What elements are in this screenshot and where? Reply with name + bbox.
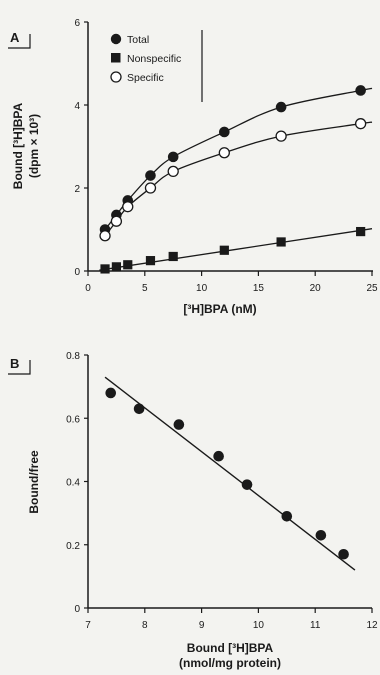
- nonspecific-point: [219, 245, 229, 255]
- total-point: [145, 170, 156, 181]
- panel-a-y-ticks: 0 2 4 6: [74, 18, 88, 278]
- scatchard-point: [338, 548, 349, 560]
- panel-b-y-ticks: 0 0.2 0.4 0.6 0.8: [66, 351, 88, 615]
- specific-point: [144, 182, 157, 194]
- panel-a-y-tick-label: 0: [74, 267, 80, 278]
- nonspecific-point: [111, 262, 121, 272]
- scatchard-point: [105, 387, 117, 399]
- panel-b-y-label: Bound/free: [27, 450, 41, 514]
- total-point: [275, 101, 287, 113]
- specific-point: [354, 118, 367, 130]
- panel-b-label-bracket: [8, 360, 31, 375]
- total-point: [355, 85, 366, 96]
- panel-b-y-tick-label: 0.8: [66, 351, 80, 362]
- nonspecific-point: [123, 260, 133, 270]
- panel-a-label: A: [10, 30, 20, 45]
- panel-a-y-tick-label: 6: [74, 18, 80, 29]
- panel-a-y-tick-label: 2: [74, 184, 80, 195]
- panel-b-x-tick-label: 12: [366, 620, 378, 631]
- legend-total-marker: [110, 33, 122, 45]
- scatchard-point: [281, 510, 293, 522]
- panel-a-x-tick-label: 20: [310, 283, 322, 294]
- specific-point: [218, 147, 230, 159]
- nonspecific-point: [356, 226, 366, 237]
- scatchard-point: [133, 403, 145, 415]
- legend-total-label: Total: [127, 34, 149, 46]
- total-point: [167, 151, 179, 163]
- legend-specific-marker: [110, 71, 122, 83]
- panel-a-x-tick-label: 10: [196, 283, 208, 294]
- panel-a-x-tick-label: 15: [253, 283, 265, 294]
- panel-a-x-label: [³H]BPA (nM): [183, 302, 256, 316]
- nonspecific-point: [276, 237, 286, 247]
- panel-a: A 0 2 4 6 0 5 10 15 20 25 Bound [³H]BPA (dpm × 1…: [8, 18, 378, 316]
- panel-a-y-tick-label: 4: [74, 101, 80, 112]
- panel-b-fit-line: [104, 376, 356, 571]
- panel-a-x-tick-label: 0: [85, 283, 91, 294]
- specific-point: [110, 215, 123, 227]
- panel-b-label: B: [10, 356, 19, 371]
- specific-fit-curve: [101, 121, 373, 240]
- specific-point: [99, 230, 111, 242]
- panel-b-x-tick-label: 8: [142, 620, 148, 631]
- total-fit-curve: [101, 87, 373, 234]
- panel-a-data-marks: [99, 85, 367, 274]
- panel-b-x-tick-label: 7: [85, 620, 91, 631]
- legend-specific-label: Specific: [127, 72, 164, 84]
- scatchard-point: [315, 529, 327, 541]
- total-point: [219, 126, 230, 138]
- panel-b-x-tick-label: 10: [253, 620, 265, 631]
- nonspecific-point: [145, 256, 156, 266]
- panel-a-x-ticks: 0 5 10 15 20 25: [85, 271, 378, 294]
- panel-b-x-tick-label: 11: [310, 620, 321, 631]
- scatchard-point: [241, 479, 253, 490]
- scatchard-point: [173, 419, 185, 430]
- panel-b-y-tick-label: 0.6: [66, 414, 80, 425]
- panel-b-y-tick-label: 0: [74, 604, 80, 615]
- panel-b-y-tick-label: 0.4: [66, 478, 80, 489]
- panel-b-x-ticks: 7 8 9 10 11 12: [85, 608, 378, 631]
- nonspecific-fit-line: [99, 228, 373, 271]
- specific-point: [275, 130, 287, 142]
- panel-b-x-label-line2: (nmol/mg protein): [179, 656, 281, 670]
- legend-nonspecific-marker: [111, 53, 121, 63]
- scatchard-fit-line: [104, 376, 356, 571]
- panel-a-fit-curves: [99, 87, 373, 271]
- panel-b-x-tick-label: 9: [199, 620, 205, 631]
- panel-a-x-tick-label: 25: [366, 283, 378, 294]
- panel-a-label-bracket: [8, 34, 31, 49]
- panel-a-x-tick-label: 5: [142, 283, 148, 294]
- panel-a-y-label-line2: (dpm × 10³): [27, 114, 41, 178]
- panel-b: B 0 0.2 0.4 0.6 0.8 7 8 9 10 11 12 Bound/free Bou…: [8, 351, 378, 670]
- specific-point: [122, 201, 134, 213]
- scatchard-point: [213, 450, 224, 462]
- panel-b-data-marks: [105, 387, 349, 560]
- nonspecific-point: [168, 251, 178, 262]
- panel-a-legend: Total Nonspecific Specific: [110, 30, 203, 102]
- nonspecific-point: [100, 264, 110, 274]
- panel-b-y-tick-label: 0.2: [66, 541, 80, 552]
- legend-nonspecific-label: Nonspecific: [127, 53, 181, 65]
- panel-a-y-label-line1: Bound [³H]BPA: [11, 102, 25, 189]
- specific-point: [167, 165, 179, 178]
- panel-b-x-label-line1: Bound [³H]BPA: [187, 641, 274, 655]
